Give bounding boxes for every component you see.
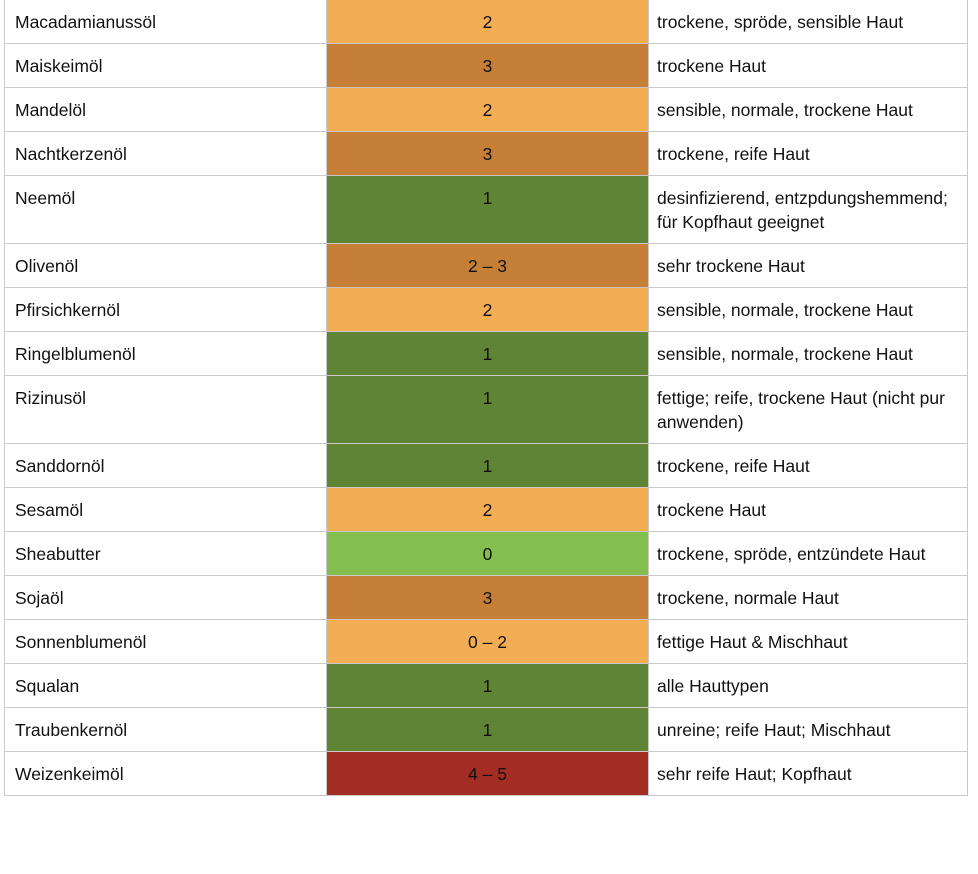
rating-cell: 2 – 3 [326, 243, 649, 288]
oil-name-cell: Rizinusöl [4, 375, 327, 444]
skin-type-cell: trockene, normale Haut [648, 575, 968, 620]
table-row: Rizinusöl 1 fettige; reife, trockene Hau… [4, 375, 968, 444]
rating-cell: 2 [326, 287, 649, 332]
oil-name-cell: Olivenöl [4, 243, 327, 288]
rating-cell: 0 – 2 [326, 619, 649, 664]
oil-name-cell: Neemöl [4, 175, 327, 244]
skin-type-cell: sehr trockene Haut [648, 243, 968, 288]
rating-cell: 1 [326, 375, 649, 444]
table-row: Sojaöl 3 trockene, normale Haut [4, 575, 968, 620]
rating-cell: 2 [326, 87, 649, 132]
skin-type-cell: sensible, normale, trockene Haut [648, 87, 968, 132]
oil-name-cell: Sheabutter [4, 531, 327, 576]
skin-type-cell: sensible, normale, trockene Haut [648, 331, 968, 376]
oil-name-cell: Pfirsichkernöl [4, 287, 327, 332]
table-row: Sonnenblumenöl 0 – 2 fettige Haut & Misc… [4, 619, 968, 664]
oil-name-cell: Sojaöl [4, 575, 327, 620]
oil-name-cell: Macadamianussöl [4, 0, 327, 44]
table-row: Maiskeimöl 3 trockene Haut [4, 43, 968, 88]
skin-type-cell: fettige; reife, trockene Haut (nicht pur… [648, 375, 968, 444]
skin-type-cell: trockene, reife Haut [648, 443, 968, 488]
oil-name-cell: Weizenkeimöl [4, 751, 327, 796]
oil-name-cell: Nachtkerzenöl [4, 131, 327, 176]
table-row: Sesamöl 2 trockene Haut [4, 487, 968, 532]
rating-cell: 2 [326, 0, 649, 44]
skin-type-cell: sensible, normale, trockene Haut [648, 287, 968, 332]
oil-comedogenic-table: Macadamianussöl 2 trockene, spröde, sens… [4, 0, 968, 796]
oil-table-container: Macadamianussöl 2 trockene, spröde, sens… [4, 0, 968, 796]
skin-type-cell: trockene, reife Haut [648, 131, 968, 176]
skin-type-cell: sehr reife Haut; Kopfhaut [648, 751, 968, 796]
oil-name-cell: Sesamöl [4, 487, 327, 532]
skin-type-cell: trockene, spröde, entzündete Haut [648, 531, 968, 576]
oil-name-cell: Sonnenblumenöl [4, 619, 327, 664]
oil-name-cell: Traubenkernöl [4, 707, 327, 752]
rating-cell: 1 [326, 707, 649, 752]
table-row: Traubenkernöl 1 unreine; reife Haut; Mis… [4, 707, 968, 752]
table-row: Macadamianussöl 2 trockene, spröde, sens… [4, 0, 968, 44]
rating-cell: 0 [326, 531, 649, 576]
rating-cell: 3 [326, 575, 649, 620]
skin-type-cell: trockene Haut [648, 43, 968, 88]
table-row: Ringelblumenöl 1 sensible, normale, troc… [4, 331, 968, 376]
oil-name-cell: Sanddornöl [4, 443, 327, 488]
skin-type-cell: desinfizierend, entzpdungshemmend; für K… [648, 175, 968, 244]
rating-cell: 4 – 5 [326, 751, 649, 796]
table-row: Sanddornöl 1 trockene, reife Haut [4, 443, 968, 488]
rating-cell: 3 [326, 131, 649, 176]
table-row: Weizenkeimöl 4 – 5 sehr reife Haut; Kopf… [4, 751, 968, 796]
rating-cell: 3 [326, 43, 649, 88]
table-row: Squalan 1 alle Hauttypen [4, 663, 968, 708]
table-row: Pfirsichkernöl 2 sensible, normale, troc… [4, 287, 968, 332]
table-row: Olivenöl 2 – 3 sehr trockene Haut [4, 243, 968, 288]
oil-table-body: Macadamianussöl 2 trockene, spröde, sens… [4, 0, 968, 796]
table-row: Mandelöl 2 sensible, normale, trockene H… [4, 87, 968, 132]
oil-name-cell: Ringelblumenöl [4, 331, 327, 376]
rating-cell: 2 [326, 487, 649, 532]
oil-name-cell: Squalan [4, 663, 327, 708]
skin-type-cell: unreine; reife Haut; Mischhaut [648, 707, 968, 752]
rating-cell: 1 [326, 331, 649, 376]
skin-type-cell: trockene Haut [648, 487, 968, 532]
skin-type-cell: alle Hauttypen [648, 663, 968, 708]
rating-cell: 1 [326, 443, 649, 488]
rating-cell: 1 [326, 175, 649, 244]
oil-name-cell: Maiskeimöl [4, 43, 327, 88]
table-row: Sheabutter 0 trockene, spröde, entzündet… [4, 531, 968, 576]
skin-type-cell: trockene, spröde, sensible Haut [648, 0, 968, 44]
table-row: Neemöl 1 desinfizierend, entzpdungshemme… [4, 175, 968, 244]
rating-cell: 1 [326, 663, 649, 708]
table-row: Nachtkerzenöl 3 trockene, reife Haut [4, 131, 968, 176]
skin-type-cell: fettige Haut & Mischhaut [648, 619, 968, 664]
oil-name-cell: Mandelöl [4, 87, 327, 132]
